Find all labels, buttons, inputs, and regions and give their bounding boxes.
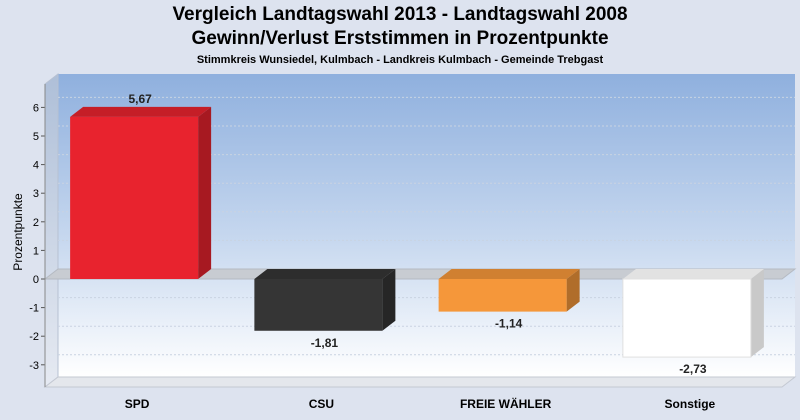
chart-region-subtitle: Stimmkreis Wunsiedel, Kulmbach - Landkre… [196,54,604,66]
data-label: 5,67 [128,92,152,106]
bar-side [382,269,396,331]
bar-side [750,269,764,358]
data-label: -1,81 [311,336,339,350]
bar-top [438,269,580,279]
bar-front [70,116,199,279]
bar-front [622,278,752,358]
plot-back-wall [58,74,795,377]
plot-left-wall [44,72,59,389]
y-tick-label: 1 [33,245,39,257]
y-tick-label: -3 [29,360,39,372]
data-label: -2,73 [679,362,707,376]
bar-sonstige [622,269,764,358]
x-tick-label: CSU [309,397,334,411]
plot-floor [43,376,797,388]
chart-subtitle: Gewinn/Verlust Erststimmen in Prozentpun… [191,28,609,49]
y-tick-label: -2 [29,331,39,343]
bar-freie-w-hler [438,269,580,312]
bar-top [622,269,764,279]
x-tick-label: FREIE WÄHLER [460,396,552,411]
bar-top [70,106,212,117]
bar-front [438,279,567,312]
y-tick-label: 3 [33,188,39,200]
y-tick-label: 0 [33,274,39,286]
bar-side [566,269,580,312]
bar-front [254,279,383,331]
y-tick-label: -1 [29,303,39,315]
y-axis-label: Prozentpunkte [11,193,25,271]
y-tick-label: 2 [33,217,39,229]
x-tick-label: Sonstige [665,397,716,411]
y-tick-label: 5 [33,131,39,143]
y-tick-label: 6 [33,102,39,114]
bar-csu [254,269,396,331]
x-tick-label: SPD [125,397,150,411]
chart-title: Vergleich Landtagswahl 2013 - Landtagswa… [172,4,628,25]
data-label: -1,14 [495,317,523,331]
bar-side [198,106,212,279]
bar-top [254,269,396,279]
y-tick-label: 4 [33,160,39,172]
bar-spd [70,106,212,279]
